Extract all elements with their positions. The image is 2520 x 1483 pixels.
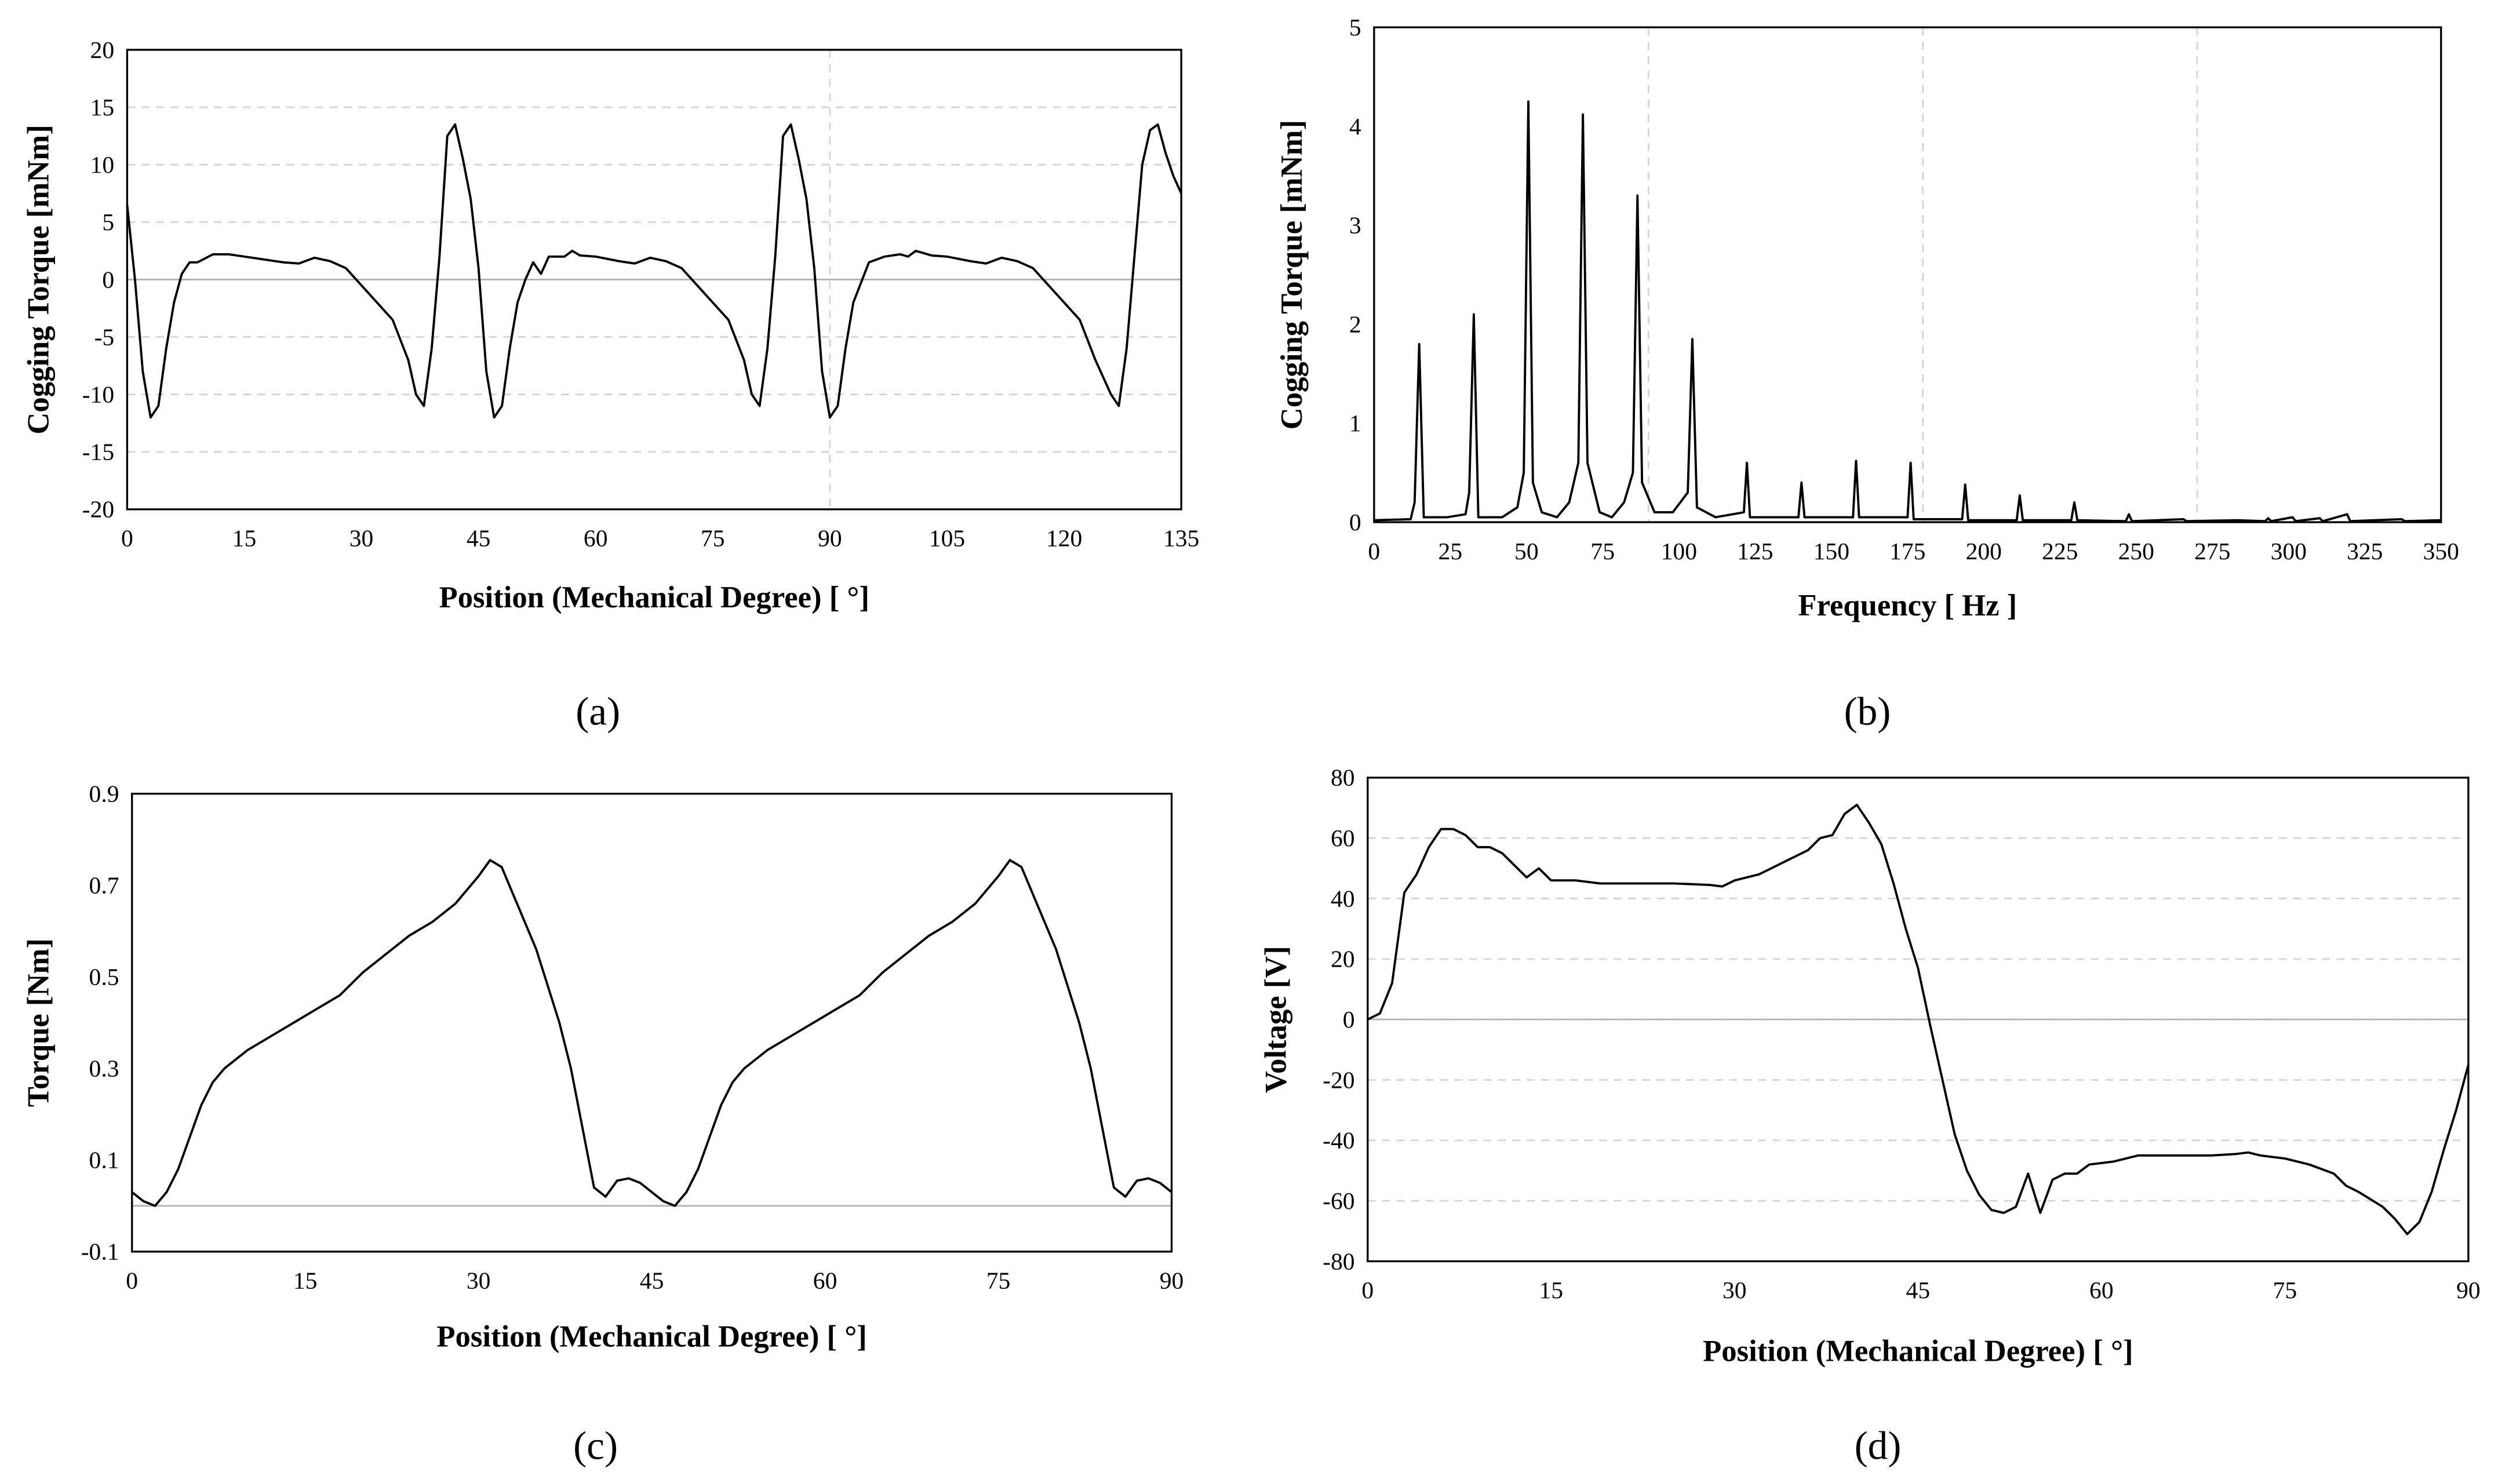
y-tick-label: 3: [1349, 212, 1361, 239]
y-tick-label: 0.3: [89, 1055, 119, 1082]
x-tick-label: 275: [2194, 538, 2230, 564]
x-tick-label: 135: [1163, 525, 1199, 552]
y-tick-label: 0.9: [89, 780, 119, 807]
y-tick-label: -80: [1323, 1248, 1354, 1274]
x-tick-label: 25: [1439, 538, 1463, 564]
x-tick-label: 45: [1906, 1277, 1931, 1303]
y-tick-label: 20: [90, 37, 115, 63]
y-tick-label: 60: [1331, 825, 1355, 851]
x-tick-label: 325: [2347, 538, 2383, 564]
data-line: [1367, 803, 2470, 1236]
y-tick-label: -20: [1323, 1066, 1354, 1093]
x-tick-label: 0: [126, 1267, 138, 1294]
y-tick-label: -10: [82, 381, 114, 408]
y-tick-label: 15: [90, 94, 115, 121]
x-tick-label: 60: [2089, 1277, 2114, 1303]
x-axis-label: Position (Mechanical Degree) [ °]: [436, 1320, 866, 1353]
y-tick-label: 40: [1331, 885, 1355, 912]
plot-frame: [126, 49, 1182, 511]
y-tick-label: 0: [102, 266, 114, 293]
x-tick-label: 75: [701, 525, 725, 552]
x-tick-label: 90: [1160, 1267, 1184, 1294]
plot-frame: [1373, 26, 2442, 523]
x-tick-label: 30: [467, 1267, 491, 1294]
y-tick-label: 0.5: [89, 964, 119, 990]
y-tick-label: 2: [1349, 311, 1361, 337]
y-tick-label: 0.1: [89, 1147, 119, 1174]
x-tick-label: 105: [929, 525, 965, 552]
panel-label: (b): [1844, 688, 1891, 733]
x-tick-label: 250: [2118, 538, 2154, 564]
y-tick-label: -5: [94, 323, 115, 350]
data-line: [126, 123, 1182, 419]
y-axis-label: Cogging Torque [mNm]: [22, 125, 56, 434]
x-tick-label: 30: [349, 525, 374, 552]
y-tick-label: 20: [1331, 946, 1355, 972]
x-tick-label: 150: [1813, 538, 1849, 564]
y-tick-label: -15: [82, 439, 114, 465]
x-tick-label: 15: [293, 1267, 318, 1294]
x-tick-label: 75: [986, 1267, 1011, 1294]
x-tick-label: 125: [1737, 538, 1773, 564]
x-tick-label: 75: [1591, 538, 1615, 564]
x-tick-label: 120: [1046, 525, 1082, 552]
data-line: [131, 859, 1172, 1207]
x-tick-label: 15: [1539, 1277, 1563, 1303]
x-tick-label: 75: [2273, 1277, 2297, 1303]
x-tick-label: 15: [232, 525, 257, 552]
x-tick-label: 30: [1723, 1277, 1747, 1303]
plot-frame: [1367, 777, 2470, 1263]
x-tick-label: 45: [467, 525, 491, 552]
y-axis-label: Voltage [V]: [1259, 946, 1292, 1093]
y-tick-label: 0: [1349, 509, 1361, 535]
x-tick-label: 50: [1514, 538, 1539, 564]
x-tick-label: 175: [1889, 538, 1925, 564]
y-tick-label: 0.7: [89, 872, 119, 898]
y-tick-label: 0: [1343, 1006, 1355, 1033]
x-axis-label: Position (Mechanical Degree) [ °]: [439, 581, 869, 614]
x-tick-label: 90: [818, 525, 842, 552]
y-tick-label: 5: [1349, 14, 1361, 41]
x-axis-label: Position (Mechanical Degree) [ °]: [1703, 1334, 2133, 1368]
y-axis-label: Torque [Nm]: [22, 938, 56, 1107]
x-tick-label: 0: [1368, 538, 1380, 564]
x-tick-label: 0: [1361, 1277, 1374, 1303]
x-tick-label: 60: [813, 1267, 837, 1294]
panel-label: (a): [576, 688, 620, 733]
y-tick-label: -40: [1323, 1127, 1354, 1154]
plot-frame: [131, 792, 1173, 1253]
panel-label: (d): [1855, 1423, 1902, 1467]
y-tick-label: -0.1: [81, 1238, 119, 1265]
x-tick-label: 60: [584, 525, 608, 552]
x-tick-label: 225: [2042, 538, 2078, 564]
y-tick-label: -20: [82, 496, 114, 523]
y-axis-label: Cogging Torque [mNm]: [1275, 120, 1309, 429]
y-tick-label: 80: [1331, 764, 1355, 791]
y-tick-label: 1: [1349, 410, 1361, 436]
y-tick-label: 4: [1349, 113, 1361, 140]
panel-label: (c): [573, 1423, 618, 1467]
x-tick-label: 0: [121, 525, 133, 552]
y-tick-label: -60: [1323, 1187, 1354, 1214]
x-tick-label: 300: [2271, 538, 2307, 564]
x-axis-label: Frequency [ Hz ]: [1798, 589, 2017, 622]
x-tick-label: 350: [2423, 538, 2459, 564]
y-tick-label: 10: [90, 151, 115, 178]
y-tick-label: 5: [102, 209, 114, 235]
data-line: [1374, 100, 2441, 523]
x-tick-label: 45: [640, 1267, 664, 1294]
x-tick-label: 90: [2456, 1277, 2481, 1303]
x-tick-label: 100: [1661, 538, 1697, 564]
x-tick-label: 200: [1966, 538, 2002, 564]
